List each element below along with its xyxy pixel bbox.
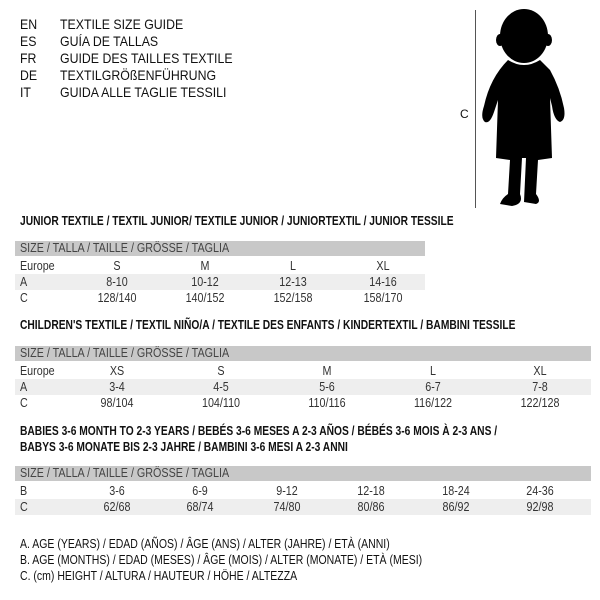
row-label: Europe	[20, 259, 55, 273]
table-cell: 140/152	[185, 291, 225, 305]
size-table: SIZE / TALLA / TAILLE / GRÖSSE / TAGLIA E…	[15, 346, 591, 411]
row-label: A	[20, 275, 28, 289]
table-cell: 158/170	[363, 291, 403, 305]
legend-item: C. (cm) HEIGHT / ALTURA / HAUTEUR / HÖHE…	[20, 569, 298, 583]
legend-item: A. AGE (YEARS) / EDAD (AÑOS) / ÂGE (ANS)…	[20, 537, 390, 551]
section-title: CHILDREN'S TEXTILE / TEXTIL NIÑO/A / TEX…	[20, 318, 516, 332]
table-cell: 104/110	[201, 396, 241, 410]
table-header-label: SIZE / TALLA / TAILLE / GRÖSSE / TAGLIA	[20, 346, 230, 360]
language-guide-title: TEXTILE SIZE GUIDE	[60, 16, 184, 32]
table-cell: 24-36	[526, 484, 554, 498]
table-cell: 10-12	[191, 275, 219, 289]
table-row: A 8-10 10-12 12-13 14-16	[15, 274, 425, 290]
language-code: ES	[20, 33, 37, 49]
table-header-label: SIZE / TALLA / TAILLE / GRÖSSE / TAGLIA	[20, 241, 230, 255]
table-cell: 3-4	[109, 380, 125, 394]
table-cell: 152/158	[273, 291, 313, 305]
table-row: C 98/104 104/110 110/116 116/122 122/128	[15, 395, 591, 411]
table-cell: 116/122	[413, 396, 453, 410]
table-cell: 3-6	[109, 484, 125, 498]
table-cell: 128/140	[97, 291, 137, 305]
row-label: C	[20, 291, 28, 305]
language-code: DE	[20, 67, 38, 83]
table-cell: 86/92	[442, 500, 470, 514]
language-code: FR	[20, 50, 37, 66]
size-table: SIZE / TALLA / TAILLE / GRÖSSE / TAGLIA B…	[15, 466, 591, 515]
table-cell: 98/104	[100, 396, 134, 410]
table-cell: M	[200, 259, 210, 273]
table-header: SIZE / TALLA / TAILLE / GRÖSSE / TAGLIA	[15, 346, 591, 361]
table-cell: 6-9	[192, 484, 208, 498]
table-cell: 80/86	[357, 500, 385, 514]
language-guide-title: TEXTILGRÖßENFÜHRUNG	[60, 67, 217, 83]
row-label: C	[20, 396, 28, 410]
table-cell: 6-7	[425, 380, 441, 394]
child-silhouette-icon	[482, 9, 565, 206]
table-row: Europe XS S M L XL	[15, 363, 591, 379]
table-cell: 9-12	[276, 484, 298, 498]
height-measure-line	[475, 10, 476, 208]
height-measure-label: C	[460, 107, 469, 121]
language-guide-title: GUIDA ALLE TAGLIE TESSILI	[60, 84, 227, 100]
table-cell: 4-5	[213, 380, 229, 394]
row-label: C	[20, 500, 28, 514]
table-cell: XL	[533, 364, 547, 378]
table-row: C 62/68 68/74 74/80 80/86 86/92 92/98	[15, 499, 591, 515]
language-guide-title: GUÍA DE TALLAS	[60, 33, 159, 49]
table-cell: M	[322, 364, 332, 378]
table-cell: XL	[376, 259, 390, 273]
table-cell: 18-24	[442, 484, 470, 498]
table-cell: 92/98	[526, 500, 554, 514]
table-cell: 110/116	[308, 396, 346, 410]
legend-item: B. AGE (MONTHS) / EDAD (MESES) / ÂGE (MO…	[20, 553, 423, 567]
language-guide-title: GUIDE DES TAILLES TEXTILE	[60, 50, 233, 66]
table-row: Europe S M L XL	[15, 258, 425, 274]
table-cell: 74/80	[273, 500, 301, 514]
table-cell: 12-18	[357, 484, 385, 498]
table-cell: 8-10	[106, 275, 128, 289]
size-table: SIZE / TALLA / TAILLE / GRÖSSE / TAGLIA E…	[15, 241, 425, 306]
table-cell: L	[290, 259, 296, 273]
table-cell: 62/68	[103, 500, 131, 514]
row-label: A	[20, 380, 28, 394]
table-cell: 122/128	[520, 396, 560, 410]
table-header: SIZE / TALLA / TAILLE / GRÖSSE / TAGLIA	[15, 241, 425, 256]
table-cell: L	[430, 364, 436, 378]
table-row: A 3-4 4-5 5-6 6-7 7-8	[15, 379, 591, 395]
table-header: SIZE / TALLA / TAILLE / GRÖSSE / TAGLIA	[15, 466, 591, 481]
section-title: BABIES 3-6 MONTH TO 2-3 YEARS / BEBÉS 3-…	[20, 424, 498, 438]
table-cell: 5-6	[319, 380, 335, 394]
table-cell: S	[113, 259, 121, 273]
table-cell: S	[217, 364, 225, 378]
section-title: JUNIOR TEXTILE / TEXTIL JUNIOR/ TEXTILE …	[20, 214, 454, 228]
table-row: B 3-6 6-9 9-12 12-18 18-24 24-36	[15, 483, 591, 499]
table-row: C 128/140 140/152 152/158 158/170	[15, 290, 425, 306]
row-label: Europe	[20, 364, 55, 378]
section-title: BABYS 3-6 MONATE BIS 2-3 JAHRE / BAMBINI…	[20, 440, 348, 454]
table-cell: 68/74	[186, 500, 214, 514]
table-cell: 12-13	[279, 275, 307, 289]
table-cell: XS	[109, 364, 125, 378]
row-label: B	[20, 484, 28, 498]
table-header-label: SIZE / TALLA / TAILLE / GRÖSSE / TAGLIA	[20, 466, 230, 480]
table-cell: 7-8	[532, 380, 548, 394]
language-code: EN	[20, 16, 38, 32]
table-cell: 14-16	[369, 275, 397, 289]
language-code: IT	[20, 84, 31, 100]
